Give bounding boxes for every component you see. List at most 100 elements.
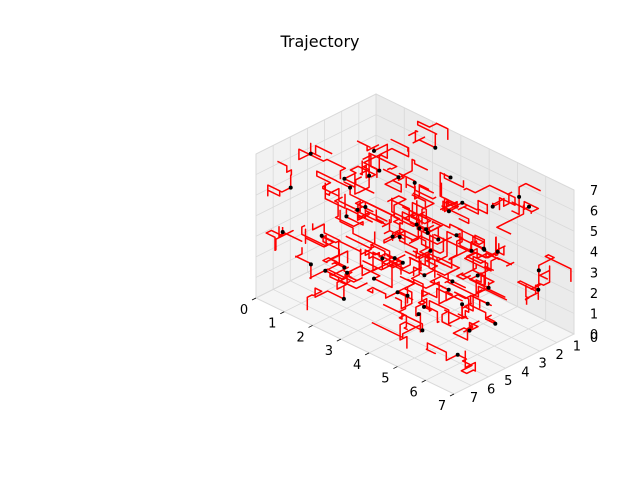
x-tick-label: 1 bbox=[268, 317, 276, 332]
trajectory-segment bbox=[298, 148, 347, 180]
trajectory-segment bbox=[329, 272, 368, 290]
x-tick-label: 4 bbox=[353, 358, 361, 373]
trajectory-point bbox=[486, 285, 491, 290]
trajectory-segment bbox=[309, 142, 333, 158]
trajectory-segment bbox=[343, 168, 370, 195]
grid-line bbox=[255, 93, 377, 155]
z-tick-label: 2 bbox=[590, 287, 598, 302]
trajectory-point bbox=[288, 185, 293, 190]
trajectory-point bbox=[414, 222, 419, 227]
trajectory-point bbox=[428, 248, 433, 253]
trajectory-point bbox=[372, 276, 376, 281]
grid-line bbox=[272, 289, 472, 386]
grid-line bbox=[375, 93, 575, 191]
x-tick-label: 0 bbox=[240, 303, 248, 318]
trajectory-segment bbox=[383, 218, 406, 245]
trajectory-segment bbox=[439, 171, 457, 205]
trajectory-point bbox=[446, 209, 451, 214]
trajectory-point bbox=[416, 312, 421, 317]
y-tick-label: 3 bbox=[538, 357, 546, 372]
trajectory-point bbox=[308, 262, 313, 267]
trajectory-point bbox=[455, 352, 460, 357]
trajectory-segment bbox=[399, 275, 416, 296]
grid-line bbox=[312, 265, 433, 326]
trajectory-point bbox=[433, 145, 438, 150]
trajectory-point bbox=[425, 230, 430, 235]
trajectory-segment bbox=[457, 228, 486, 250]
x-tick-mark bbox=[251, 297, 257, 301]
trajectory-point bbox=[397, 235, 402, 239]
trajectory-segment bbox=[277, 160, 293, 188]
x-tick-mark bbox=[280, 311, 285, 315]
trajectory-point bbox=[348, 185, 353, 190]
trajectory-segment bbox=[425, 342, 459, 362]
trajectory-point bbox=[377, 168, 382, 173]
trajectory-segment bbox=[525, 270, 541, 305]
trajectory-segment bbox=[469, 287, 506, 309]
trajectory-point bbox=[485, 301, 490, 306]
trajectory-segment bbox=[408, 233, 446, 266]
trajectory-point bbox=[493, 321, 498, 326]
trajectory-segment bbox=[306, 287, 345, 311]
trajectory-segment bbox=[423, 299, 461, 325]
trajectory-segment bbox=[309, 264, 363, 283]
y-tick-label: 0 bbox=[590, 331, 598, 346]
trajectory-point bbox=[536, 287, 541, 292]
z-tick-label: 0 bbox=[590, 328, 598, 343]
trajectory-segment bbox=[366, 286, 398, 299]
trajectory-segment bbox=[324, 266, 350, 280]
trajectory-segment bbox=[345, 200, 418, 254]
trajectory-point bbox=[319, 233, 324, 238]
trajectory-point bbox=[420, 328, 425, 333]
y-tick-label: 4 bbox=[521, 365, 529, 380]
trajectory-segment bbox=[363, 153, 383, 178]
x-tick-mark bbox=[336, 338, 342, 342]
trajectory-point bbox=[490, 204, 495, 209]
grid-line bbox=[397, 306, 518, 367]
trajectory-point bbox=[412, 180, 417, 185]
x-tick-label: 5 bbox=[381, 372, 389, 387]
trajectory-point bbox=[482, 247, 487, 252]
trajectory-segment bbox=[304, 228, 341, 272]
trajectory-segment bbox=[391, 229, 445, 254]
trajectory-point bbox=[323, 268, 328, 273]
trajectory-point bbox=[424, 227, 429, 232]
z-tick-label: 6 bbox=[590, 205, 598, 220]
trajectory-point bbox=[342, 176, 347, 181]
y-tick-label: 5 bbox=[504, 374, 512, 389]
trajectory-points bbox=[280, 145, 541, 357]
y-tick-label: 6 bbox=[487, 382, 495, 397]
trajectory-segment bbox=[511, 200, 540, 215]
trajectory-point bbox=[448, 175, 453, 180]
trajectory-point bbox=[436, 237, 441, 242]
trajectory-segment bbox=[428, 266, 456, 283]
trajectory-point bbox=[422, 273, 427, 278]
grid-line bbox=[255, 134, 377, 196]
trajectory-segment bbox=[265, 229, 294, 252]
trajectory-lines bbox=[265, 120, 572, 375]
trajectory-point bbox=[527, 204, 531, 209]
trajectory-segment bbox=[407, 130, 436, 149]
x-tick-mark bbox=[421, 379, 426, 383]
trajectory-point bbox=[469, 248, 474, 253]
trajectory-segment bbox=[399, 321, 423, 349]
z-tick-label: 5 bbox=[590, 225, 598, 240]
trajectory-segment bbox=[452, 325, 474, 341]
trajectory-segment bbox=[461, 269, 485, 291]
z-tick-label: 7 bbox=[590, 184, 598, 199]
trajectory-point bbox=[367, 173, 372, 178]
trajectory-segment bbox=[433, 233, 500, 261]
x-tick-label: 6 bbox=[410, 385, 418, 400]
trajectory-segment bbox=[398, 172, 437, 200]
trajectory-segment bbox=[445, 290, 496, 325]
trajectory-segment bbox=[491, 191, 513, 207]
x-tick-mark bbox=[364, 352, 370, 356]
x-tick-label: 2 bbox=[296, 330, 304, 345]
trajectory-segment bbox=[336, 273, 353, 299]
trajectory-point bbox=[392, 256, 397, 261]
trajectory-segment bbox=[494, 236, 506, 257]
trajectory-segment bbox=[457, 199, 489, 215]
trajectory-segment bbox=[373, 250, 430, 289]
